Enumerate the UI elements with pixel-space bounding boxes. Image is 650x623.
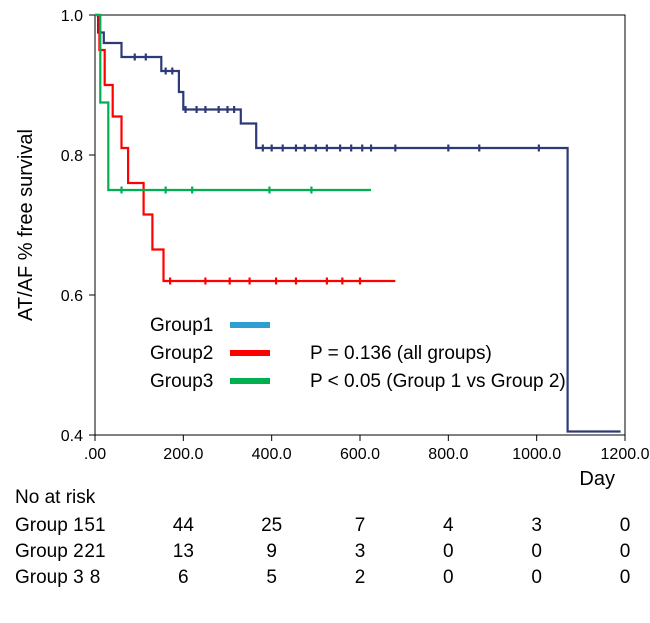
legend-swatch-group3 [230, 378, 270, 384]
risk-row-label-2: Group 3 [15, 567, 84, 588]
risk-cell: 3 [531, 515, 542, 536]
x-tick-label: 1000.0 [512, 446, 561, 463]
risk-cell: 0 [531, 567, 542, 588]
legend-label-group2: Group2 [150, 343, 213, 364]
legend-label-group3: Group3 [150, 371, 213, 392]
risk-cell: 6 [178, 567, 189, 588]
legend-swatch-group2 [230, 350, 270, 356]
risk-cell: 21 [84, 541, 105, 562]
stat-text-1: P < 0.05 (Group 1 vs Group 2) [310, 371, 566, 392]
risk-cell: 7 [355, 515, 366, 536]
x-tick-label: .00 [84, 446, 106, 463]
stat-text-0: P = 0.136 (all groups) [310, 343, 492, 364]
km-survival-figure: 0.4 0.6 0.8 1.0 .00 200.0 400.0 600.0 800.0 1000.… [0, 0, 650, 623]
y-tick-label: 1.0 [61, 8, 83, 25]
risk-cell: 0 [443, 567, 454, 588]
risk-cell: 0 [620, 515, 631, 536]
km-chart-svg: 0.4 0.6 0.8 1.0 .00 200.0 400.0 600.0 800.0 1000.… [0, 0, 650, 623]
risk-cell: 4 [443, 515, 454, 536]
risk-cell: 9 [266, 541, 277, 562]
risk-cell: 2 [355, 567, 366, 588]
risk-cell: 5 [266, 567, 277, 588]
x-tick-label: 600.0 [340, 446, 380, 463]
y-tick-label: 0.8 [61, 148, 83, 165]
x-tick-label: 400.0 [252, 446, 292, 463]
risk-cell: 3 [355, 541, 366, 562]
x-axis-title: Day [579, 468, 615, 490]
risk-row-label-1: Group 2 [15, 541, 84, 562]
km-curve-group3 [95, 15, 371, 190]
risk-cell: 51 [84, 515, 105, 536]
legend-label-group1: Group1 [150, 315, 213, 336]
legend-swatch-group1 [230, 322, 270, 328]
y-tick-label: 0.4 [61, 428, 83, 445]
risk-cell: 8 [90, 567, 101, 588]
risk-row-label-0: Group 1 [15, 515, 84, 536]
risk-cell: 0 [620, 541, 631, 562]
risk-cell: 0 [620, 567, 631, 588]
y-axis-title: AT/AF % free survival [15, 129, 37, 321]
x-tick-label: 800.0 [428, 446, 468, 463]
risk-cell: 25 [261, 515, 282, 536]
km-curve-group1 [95, 15, 621, 432]
x-tick-label: 200.0 [163, 446, 203, 463]
risk-cell: 13 [173, 541, 194, 562]
risk-table-title: No at risk [15, 487, 96, 508]
risk-cell: 0 [531, 541, 542, 562]
y-tick-label: 0.6 [61, 288, 83, 305]
risk-cell: 0 [443, 541, 454, 562]
risk-cell: 44 [173, 515, 195, 536]
x-tick-label: 1200.0 [601, 446, 650, 463]
